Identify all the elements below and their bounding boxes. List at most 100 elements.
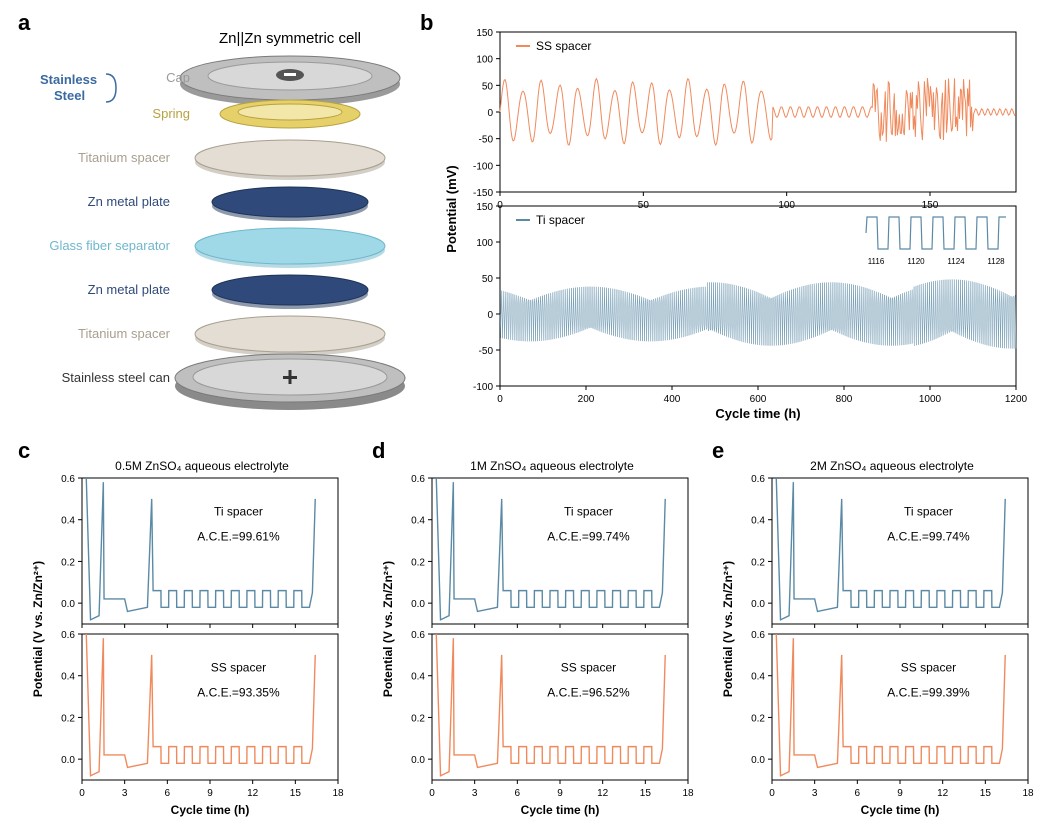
svg-text:9: 9 (557, 788, 563, 799)
svg-text:SS spacer: SS spacer (536, 39, 591, 53)
svg-text:SS spacer: SS spacer (211, 661, 266, 675)
svg-text:Cap: Cap (166, 70, 190, 85)
svg-text:Potential (mV): Potential (mV) (444, 165, 459, 252)
svg-text:A.C.E.=93.35%: A.C.E.=93.35% (197, 686, 280, 700)
svg-text:6: 6 (855, 788, 861, 799)
svg-text:50: 50 (482, 274, 494, 285)
svg-text:Cycle time (h): Cycle time (h) (171, 803, 250, 817)
svg-text:3: 3 (472, 788, 478, 799)
svg-text:200: 200 (578, 394, 595, 405)
svg-text:150: 150 (476, 28, 493, 39)
svg-text:3: 3 (812, 788, 818, 799)
svg-text:0.0: 0.0 (61, 599, 75, 610)
panel-b: Potential (mV) -150 -100 -50 0 50 100 150 0 50 100… (440, 22, 1030, 422)
svg-text:0.0: 0.0 (751, 755, 765, 766)
cycling-plot: Potential (mV) -150 -100 -50 0 50 100 150 0 50 100… (440, 22, 1030, 422)
svg-text:0.4: 0.4 (751, 516, 765, 527)
svg-text:Ti spacer: Ti spacer (904, 505, 953, 519)
svg-text:Cycle time (h): Cycle time (h) (715, 406, 800, 421)
svg-text:15: 15 (290, 788, 302, 799)
svg-text:-150: -150 (473, 188, 493, 199)
svg-text:0: 0 (497, 394, 503, 405)
figure-root: a b c d e Zn||Zn symmetric cell CapStain… (0, 0, 1040, 838)
svg-text:0.4: 0.4 (751, 672, 765, 683)
svg-text:0.2: 0.2 (61, 713, 75, 724)
svg-text:0.0: 0.0 (411, 599, 425, 610)
svg-text:Titanium spacer: Titanium spacer (78, 150, 171, 165)
panel-label-b: b (420, 10, 433, 36)
svg-text:Steel: Steel (54, 88, 85, 103)
svg-text:400: 400 (664, 394, 681, 405)
svg-text:A.C.E.=99.61%: A.C.E.=99.61% (197, 530, 280, 544)
svg-text:18: 18 (332, 788, 344, 799)
ce-plot-c: 0.5M ZnSO₄ aqueous electrolytePotential … (28, 456, 348, 826)
svg-text:6: 6 (165, 788, 171, 799)
svg-text:Ti spacer: Ti spacer (214, 505, 263, 519)
svg-text:-100: -100 (473, 382, 493, 393)
svg-text:Spring: Spring (152, 106, 190, 121)
svg-text:Ti spacer: Ti spacer (536, 213, 585, 227)
svg-text:A.C.E.=99.74%: A.C.E.=99.74% (887, 530, 970, 544)
svg-text:1M ZnSO₄ aqueous electrolyte: 1M ZnSO₄ aqueous electrolyte (470, 459, 634, 473)
svg-text:0.6: 0.6 (61, 630, 75, 641)
svg-text:-100: -100 (473, 161, 493, 172)
svg-text:0.2: 0.2 (751, 557, 765, 568)
svg-text:Cycle time (h): Cycle time (h) (861, 803, 940, 817)
svg-text:100: 100 (476, 238, 493, 249)
svg-text:0.4: 0.4 (411, 672, 425, 683)
svg-text:1116: 1116 (868, 257, 885, 266)
svg-text:Stainless: Stainless (40, 72, 97, 87)
svg-text:0.0: 0.0 (61, 755, 75, 766)
svg-text:0: 0 (487, 108, 493, 119)
svg-text:0: 0 (79, 788, 85, 799)
svg-text:15: 15 (980, 788, 992, 799)
svg-text:0.6: 0.6 (751, 630, 765, 641)
svg-text:100: 100 (476, 55, 493, 66)
svg-text:800: 800 (836, 394, 853, 405)
svg-text:9: 9 (897, 788, 903, 799)
svg-text:0.2: 0.2 (751, 713, 765, 724)
svg-text:12: 12 (597, 788, 609, 799)
cell-diagram: CapStainlessSteelSpringTitanium spacerZn… (20, 30, 420, 430)
svg-text:0.6: 0.6 (411, 630, 425, 641)
ce-plot-d: 1M ZnSO₄ aqueous electrolyte Potential (V… (378, 456, 698, 826)
svg-text:Zn metal plate: Zn metal plate (88, 194, 170, 209)
svg-text:Stainless steel can: Stainless steel can (62, 370, 170, 385)
svg-text:0: 0 (429, 788, 435, 799)
svg-text:A.C.E.=96.52%: A.C.E.=96.52% (547, 686, 630, 700)
svg-text:2M ZnSO₄ aqueous electrolyte: 2M ZnSO₄ aqueous electrolyte (810, 459, 974, 473)
svg-text:0: 0 (487, 310, 493, 321)
svg-text:0.0: 0.0 (751, 599, 765, 610)
svg-text:0.6: 0.6 (411, 474, 425, 485)
panel-a: Zn||Zn symmetric cell CapStainlessSteelS… (20, 30, 420, 430)
svg-text:12: 12 (247, 788, 259, 799)
svg-text:0.2: 0.2 (411, 557, 425, 568)
svg-text:0.4: 0.4 (61, 672, 75, 683)
svg-text:1128: 1128 (987, 257, 1005, 266)
svg-text:1120: 1120 (907, 257, 925, 266)
svg-text:Potential (V vs. Zn/Zn²⁺): Potential (V vs. Zn/Zn²⁺) (381, 561, 395, 697)
svg-text:Ti spacer: Ti spacer (564, 505, 613, 519)
svg-text:150: 150 (476, 202, 493, 213)
svg-text:0.5M ZnSO₄ aqueous electrolyte: 0.5M ZnSO₄ aqueous electrolyte (115, 459, 289, 473)
svg-text:SS spacer: SS spacer (901, 661, 956, 675)
svg-text:600: 600 (750, 394, 767, 405)
svg-text:0.6: 0.6 (61, 474, 75, 485)
svg-text:6: 6 (515, 788, 521, 799)
ce-plot-e: 2M ZnSO₄ aqueous electrolyte Potential (V… (718, 456, 1038, 826)
svg-text:1124: 1124 (947, 257, 965, 266)
svg-text:50: 50 (482, 81, 494, 92)
svg-text:Potential (V vs. Zn/Zn²⁺): Potential (V vs. Zn/Zn²⁺) (721, 561, 735, 697)
svg-text:0: 0 (769, 788, 775, 799)
panel-e: 2M ZnSO₄ aqueous electrolyte Potential (V… (718, 456, 1038, 826)
svg-text:A.C.E.=99.39%: A.C.E.=99.39% (887, 686, 970, 700)
svg-text:0.2: 0.2 (411, 713, 425, 724)
svg-text:-50: -50 (479, 135, 494, 146)
svg-text:0.2: 0.2 (61, 557, 75, 568)
svg-text:0.4: 0.4 (411, 516, 425, 527)
svg-text:-50: -50 (479, 346, 494, 357)
svg-text:Zn metal plate: Zn metal plate (88, 282, 170, 297)
svg-text:9: 9 (207, 788, 213, 799)
svg-text:Titanium spacer: Titanium spacer (78, 326, 171, 341)
svg-text:18: 18 (682, 788, 694, 799)
